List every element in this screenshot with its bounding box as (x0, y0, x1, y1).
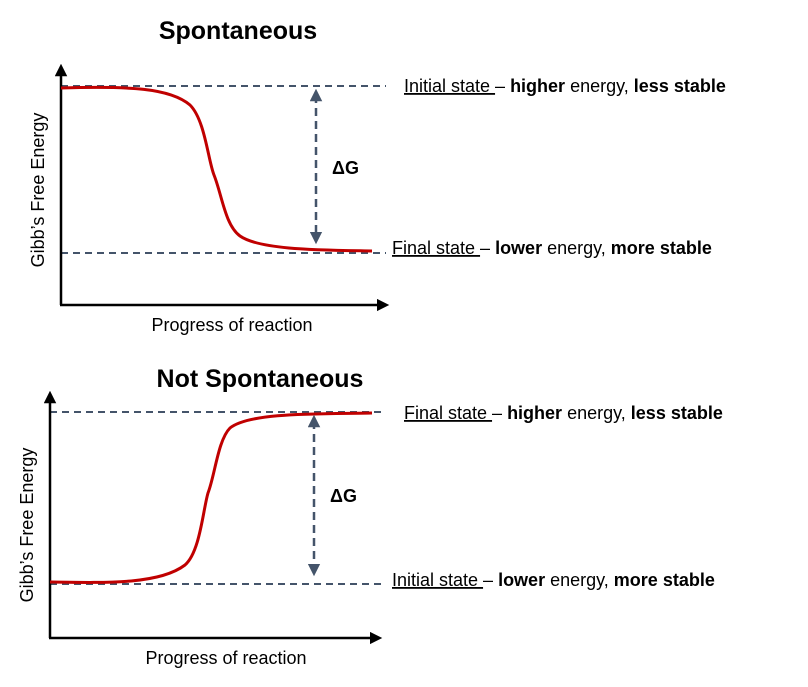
top-state-label: Initial state – higher energy, less stab… (404, 76, 726, 96)
energy-curve (49, 411, 373, 584)
spontaneous-diagram: Spontaneous ΔG Gibb’s Free Energy Progre… (28, 17, 726, 335)
y-axis-label: Gibb’s Free Energy (17, 448, 37, 603)
bottom-state-label: Initial state – lower energy, more stabl… (392, 570, 715, 590)
not-spontaneous-diagram: Not Spontaneous ΔG Gibb’s Free Energy Pr… (17, 365, 723, 668)
delta-g-label: ΔG (330, 486, 357, 506)
bottom-state-label: Final state – lower energy, more stable (392, 238, 712, 258)
diagram-title: Spontaneous (159, 17, 317, 45)
energy-curve (60, 85, 373, 253)
x-axis-label: Progress of reaction (145, 648, 306, 668)
y-axis-label: Gibb’s Free Energy (28, 113, 48, 268)
top-state-label: Final state – higher energy, less stable (404, 403, 723, 423)
diagram-title: Not Spontaneous (157, 365, 364, 393)
delta-g-label: ΔG (332, 158, 359, 178)
x-axis-label: Progress of reaction (151, 315, 312, 335)
